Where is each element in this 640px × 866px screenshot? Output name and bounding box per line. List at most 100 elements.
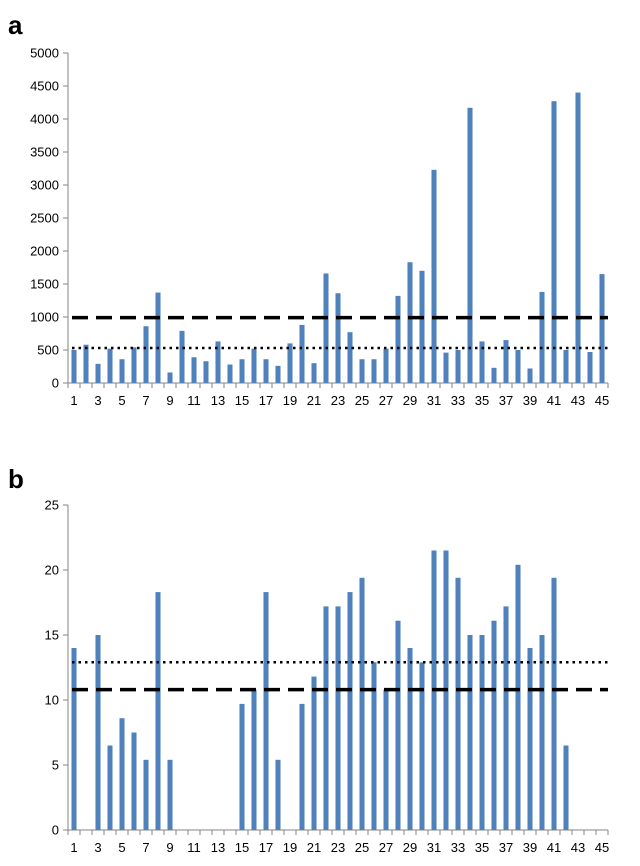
bar-a-12 <box>203 361 209 383</box>
bar-a-16 <box>251 348 257 383</box>
bar-a-44 <box>587 351 593 383</box>
bar-b-23 <box>335 606 341 830</box>
panel-b-label: b <box>8 464 24 494</box>
bar-a-19 <box>287 343 293 383</box>
x-tick-label: 5 <box>118 393 125 408</box>
bar-b-26 <box>371 662 377 830</box>
bar-a-32 <box>443 352 449 383</box>
y-tick-label: 25 <box>45 498 59 513</box>
y-tick-label: 20 <box>45 563 59 578</box>
x-tick-label: 25 <box>355 840 369 855</box>
bar-a-15 <box>239 359 245 383</box>
x-tick-label: 7 <box>142 393 149 408</box>
bar-a-30 <box>419 270 425 383</box>
bar-a-34 <box>467 107 473 383</box>
bar-a-11 <box>191 357 197 383</box>
x-tick-label: 29 <box>403 393 417 408</box>
bar-a-40 <box>539 291 545 383</box>
x-tick-label: 37 <box>499 840 513 855</box>
bar-a-23 <box>335 293 341 383</box>
bar-b-42 <box>563 745 569 830</box>
bar-a-14 <box>227 364 233 383</box>
x-tick-label: 9 <box>166 840 173 855</box>
x-tick-label: 17 <box>259 393 273 408</box>
bar-a-17 <box>263 359 269 383</box>
x-tick-label: 41 <box>547 393 561 408</box>
chart-a: 0 500 1000 1500 2000 2500 3000 3500 4000 4500 5000… <box>30 46 609 409</box>
x-tick-label: 27 <box>379 393 393 408</box>
x-tick-label: 1 <box>70 393 77 408</box>
bar-a-26 <box>371 359 377 383</box>
x-tick-label: 7 <box>142 840 149 855</box>
x-tick-label: 35 <box>475 840 489 855</box>
bar-b-30 <box>419 662 425 830</box>
bar-b-24 <box>347 592 353 830</box>
y-tick-label: 1500 <box>30 277 59 292</box>
bar-a-37 <box>503 340 509 383</box>
bar-b-21 <box>311 676 317 830</box>
x-tick-label: 33 <box>451 840 465 855</box>
x-tick-label: 11 <box>187 840 201 855</box>
bar-a-33 <box>455 350 461 383</box>
bar-a-4 <box>107 348 113 383</box>
x-tick-label: 39 <box>523 840 537 855</box>
bar-a-21 <box>311 363 317 383</box>
x-tick-label: 3 <box>94 393 101 408</box>
bar-a-24 <box>347 332 353 383</box>
bar-b-38 <box>515 564 521 830</box>
y-tick-label: 3500 <box>30 145 59 160</box>
bar-a-6 <box>131 347 137 383</box>
bar-b-36 <box>491 620 497 830</box>
bar-b-20 <box>299 703 305 830</box>
bar-a-18 <box>275 365 281 383</box>
bar-b-8 <box>155 592 161 830</box>
x-tick-label: 9 <box>166 393 173 408</box>
bar-a-3 <box>95 363 101 383</box>
bar-a-38 <box>515 350 521 383</box>
y-tick-label: 3000 <box>30 178 59 193</box>
bar-b-18 <box>275 759 281 830</box>
y-tick-label: 5000 <box>30 46 59 61</box>
y-tick-label: 4500 <box>30 79 59 94</box>
y-tick-label: 0 <box>52 376 59 391</box>
x-tick-label: 21 <box>307 393 321 408</box>
bar-a-43 <box>575 92 581 383</box>
bar-a-39 <box>527 368 533 383</box>
x-tick-label: 31 <box>427 840 441 855</box>
x-tick-label: 1 <box>70 840 77 855</box>
bar-b-3 <box>95 635 101 830</box>
x-tick-label: 15 <box>235 393 249 408</box>
bar-b-27 <box>383 689 389 830</box>
bar-b-15 <box>239 703 245 830</box>
x-tick-label: 33 <box>451 393 465 408</box>
bar-b-41 <box>551 577 557 830</box>
bar-a-2 <box>83 344 89 383</box>
bar-a-31 <box>431 169 437 383</box>
x-tick-label: 45 <box>595 393 609 408</box>
bar-b-28 <box>395 620 401 830</box>
x-tick-label: 35 <box>475 393 489 408</box>
x-tick-label: 19 <box>283 393 297 408</box>
bar-b-34 <box>467 635 473 830</box>
bar-b-22 <box>323 606 329 830</box>
bar-a-9 <box>167 372 173 383</box>
bar-b-16 <box>251 689 257 830</box>
y-tick-label: 0 <box>52 823 59 838</box>
bar-b-35 <box>479 635 485 830</box>
x-tick-label: 13 <box>211 393 225 408</box>
bar-b-40 <box>539 635 545 830</box>
x-tick-label: 17 <box>259 840 273 855</box>
bar-a-8 <box>155 292 161 383</box>
bar-a-29 <box>407 262 413 383</box>
bar-b-25 <box>359 577 365 830</box>
bar-b-17 <box>263 592 269 830</box>
bar-a-13 <box>215 341 221 383</box>
x-tick-label: 43 <box>571 840 585 855</box>
y-tick-label: 15 <box>45 628 59 643</box>
bar-a-5 <box>119 359 125 383</box>
bar-b-4 <box>107 745 113 830</box>
bar-a-41 <box>551 101 557 384</box>
y-tick-label: 10 <box>45 693 59 708</box>
